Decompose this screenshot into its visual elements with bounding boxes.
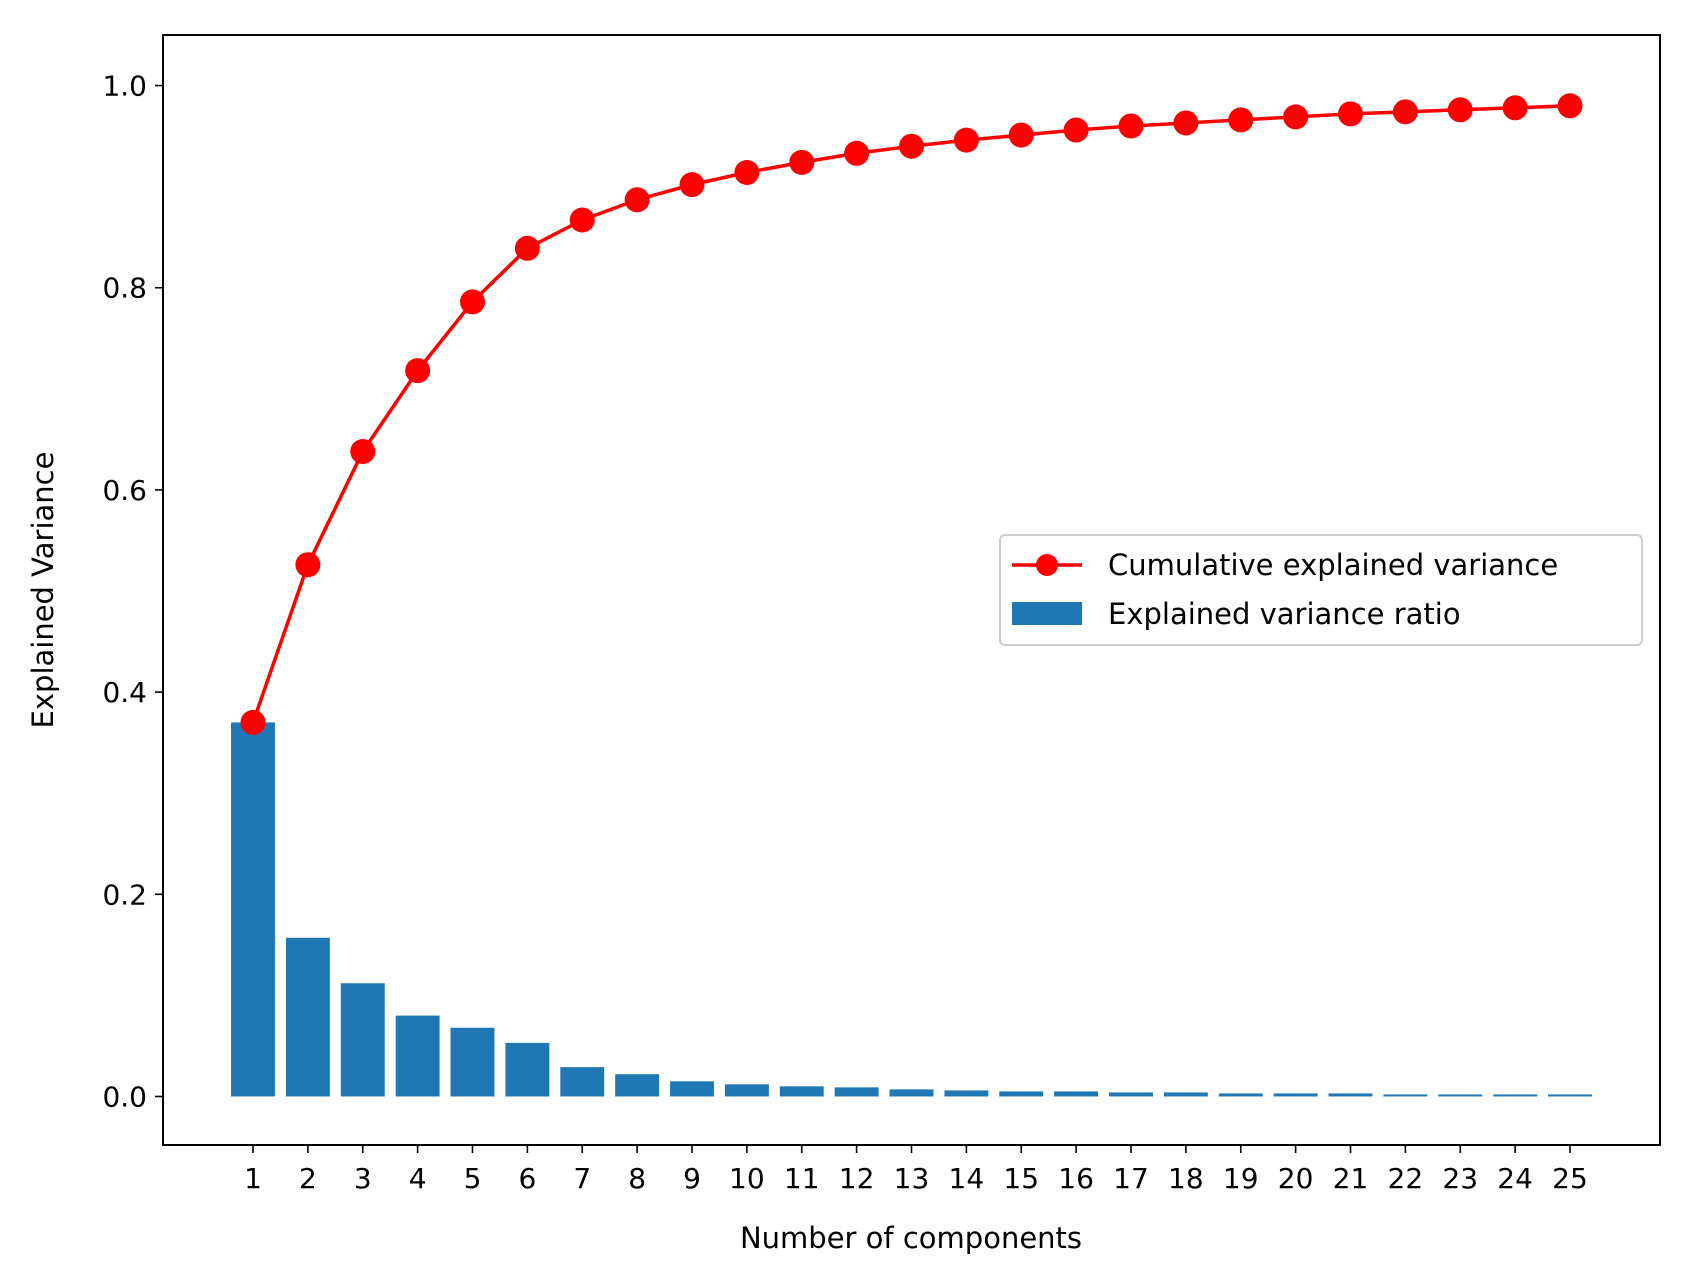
x-tick-label: 7	[573, 1162, 591, 1195]
legend-frame	[999, 534, 1643, 646]
cumulative-point-21	[1338, 101, 1364, 127]
bar-19	[1218, 1093, 1263, 1097]
x-tick-label: 11	[784, 1162, 820, 1195]
y-tick-label: 0.8	[102, 272, 147, 305]
bar-17	[1109, 1092, 1153, 1097]
cumulative-point-11	[789, 149, 815, 175]
x-tick-label: 22	[1388, 1162, 1424, 1195]
legend-line-marker	[1036, 554, 1058, 576]
cumulative-point-6	[514, 235, 540, 261]
legend-label-cumulative: Cumulative explained variance	[1108, 548, 1558, 582]
x-tick-label: 18	[1168, 1162, 1204, 1195]
x-tick-label: 4	[409, 1162, 427, 1195]
cumulative-point-13	[899, 133, 924, 159]
bar-13	[889, 1089, 934, 1097]
cumulative-point-14	[953, 127, 979, 153]
x-tick-label: 20	[1278, 1162, 1314, 1195]
x-tick-label: 15	[1003, 1162, 1039, 1195]
legend: Cumulative explained variance Explained …	[999, 534, 1643, 646]
bar-5	[450, 1027, 495, 1097]
cumulative-point-18	[1173, 110, 1199, 136]
x-tick-label: 12	[839, 1162, 875, 1195]
bar-16	[1054, 1091, 1099, 1097]
cumulative-point-24	[1502, 95, 1528, 121]
bar-21	[1328, 1093, 1373, 1097]
bar-14	[944, 1090, 989, 1097]
x-tick-label: 23	[1442, 1162, 1478, 1195]
x-tick-label: 24	[1497, 1162, 1533, 1195]
x-tick-label: 10	[729, 1162, 765, 1195]
bar-23	[1438, 1094, 1483, 1097]
x-tick-label: 19	[1223, 1162, 1259, 1195]
x-tick-label: 17	[1113, 1162, 1149, 1195]
bar-6	[505, 1042, 550, 1097]
x-tick-label: 21	[1333, 1162, 1369, 1195]
cumulative-point-19	[1228, 107, 1254, 133]
x-axis-label: Number of components	[740, 1221, 1082, 1255]
y-tick-label: 1.0	[102, 70, 147, 103]
cumulative-point-3	[350, 439, 376, 465]
cumulative-point-4	[405, 358, 431, 384]
cumulative-point-2	[295, 552, 321, 578]
bar-12	[834, 1087, 879, 1097]
legend-bar-swatch	[1012, 602, 1082, 625]
y-tick-label: 0.4	[102, 676, 147, 709]
cumulative-point-22	[1392, 99, 1418, 125]
bar-3	[340, 983, 385, 1097]
bar-25	[1548, 1094, 1592, 1097]
x-axis: 1 2 3 4 5 6 7 8 9 10 11 12 13 14 15 16 17 18 19 20 21 22 23 24 2…	[244, 1145, 1588, 1195]
y-axis: 0.0 0.2 0.4 0.6 0.8 1.0	[102, 70, 163, 1113]
cumulative-point-23	[1447, 97, 1473, 123]
cumulative-point-7	[569, 207, 595, 233]
bar-24	[1493, 1094, 1538, 1097]
bar-11	[779, 1086, 824, 1097]
bar-4	[395, 1015, 440, 1097]
bar-15	[999, 1091, 1044, 1097]
x-tick-label: 14	[949, 1162, 985, 1195]
cumulative-point-25	[1557, 93, 1583, 119]
cumulative-point-20	[1283, 104, 1309, 130]
cumulative-point-12	[844, 140, 870, 166]
bar-series	[231, 722, 1592, 1097]
x-tick-label: 16	[1058, 1162, 1094, 1195]
y-tick-label: 0.6	[102, 474, 147, 507]
bar-2	[285, 937, 330, 1097]
cumulative-point-1	[240, 709, 266, 735]
x-tick-label: 25	[1552, 1162, 1588, 1195]
x-tick-label: 1	[244, 1162, 262, 1195]
legend-label-ratio: Explained variance ratio	[1108, 597, 1461, 631]
x-tick-label: 3	[354, 1162, 372, 1195]
bar-18	[1163, 1092, 1208, 1097]
cumulative-point-5	[459, 289, 485, 315]
x-tick-label: 13	[894, 1162, 930, 1195]
bar-22	[1383, 1094, 1428, 1097]
x-tick-label: 5	[464, 1162, 482, 1195]
bar-1	[231, 722, 275, 1097]
cumulative-point-17	[1118, 113, 1144, 139]
bar-20	[1273, 1093, 1318, 1097]
x-tick-label: 8	[628, 1162, 646, 1195]
bar-10	[724, 1084, 769, 1097]
x-tick-label: 2	[299, 1162, 317, 1195]
bar-9	[670, 1081, 714, 1097]
cumulative-point-15	[1008, 122, 1034, 148]
cumulative-point-8	[624, 187, 650, 213]
bar-7	[560, 1067, 605, 1097]
y-axis-label: Explained Variance	[26, 452, 60, 729]
cumulative-point-10	[734, 159, 760, 185]
x-tick-label: 9	[683, 1162, 701, 1195]
cumulative-line-series	[240, 93, 1583, 735]
x-tick-label: 6	[518, 1162, 536, 1195]
cumulative-point-9	[679, 172, 705, 198]
y-tick-label: 0.2	[102, 878, 147, 911]
bar-8	[615, 1074, 660, 1097]
cumulative-point-16	[1063, 117, 1089, 143]
y-tick-label: 0.0	[102, 1080, 147, 1113]
